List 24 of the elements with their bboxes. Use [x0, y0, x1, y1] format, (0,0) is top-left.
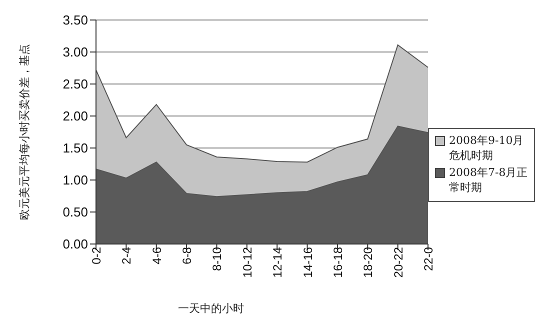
y-tick-label: 0.50	[62, 204, 88, 220]
y-axis-title: 欧元美元平均每小时买卖价差，基点	[18, 44, 31, 220]
x-tick-label: 6-8	[180, 246, 194, 264]
x-tick-label: 22-0	[422, 246, 436, 272]
x-tick-label: 12-14	[270, 246, 285, 278]
x-tick-label: 4-6	[150, 246, 164, 264]
x-tick-label: 16-18	[330, 246, 345, 278]
y-tick-label: 3.50	[62, 12, 88, 28]
x-tick-label: 8-10	[210, 246, 224, 272]
x-tick-label: 14-16	[300, 246, 315, 278]
x-tick-label: 20-22	[391, 246, 406, 278]
legend-label: 2008年7-8月正常时期	[449, 165, 528, 195]
y-tick-label: 2.00	[62, 108, 88, 124]
x-tick-label: 2-4	[120, 246, 134, 264]
y-tick-label: 2.50	[62, 76, 88, 92]
x-tick-label: 18-20	[361, 246, 376, 278]
y-tick-label: 1.50	[62, 140, 88, 156]
y-tick-label: 1.00	[62, 172, 88, 188]
y-tick-label: 0.00	[62, 236, 88, 252]
legend-label: 2008年9-10月危机时期	[449, 133, 525, 163]
x-axis-title: 一天中的小时	[178, 302, 244, 316]
x-tick-label: 10-12	[240, 246, 254, 278]
y-tick-label: 3.00	[62, 44, 88, 60]
x-tick-label: 0-2	[90, 246, 104, 264]
